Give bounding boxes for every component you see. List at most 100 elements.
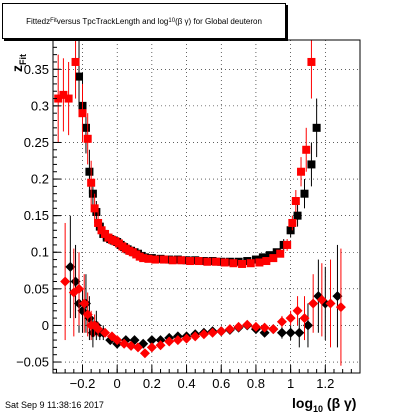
data-point-diamond bbox=[233, 321, 244, 332]
data-point-diamond bbox=[74, 283, 85, 294]
data-point-diamond bbox=[250, 321, 261, 332]
y-tick-label: 0.05 bbox=[24, 281, 49, 296]
data-point-diamond bbox=[216, 326, 227, 337]
x-tick-label: 0.8 bbox=[247, 376, 265, 391]
y-tick-label: 0 bbox=[42, 318, 49, 333]
grid-lines bbox=[53, 40, 360, 373]
data-point-square bbox=[286, 226, 295, 235]
data-point-diamond bbox=[332, 291, 343, 302]
data-point-diamond bbox=[268, 324, 279, 335]
data-point-diamond bbox=[316, 294, 327, 305]
data-point-square bbox=[276, 249, 285, 258]
data-point-diamond bbox=[65, 261, 76, 272]
data-point-diamond bbox=[100, 327, 111, 338]
data-point-diamond bbox=[292, 305, 303, 316]
data-point-square bbox=[212, 257, 221, 266]
data-point-square bbox=[64, 94, 73, 103]
x-tick-label: 0.4 bbox=[178, 376, 196, 391]
data-point-square bbox=[78, 109, 87, 118]
chart-title: Fitted z Fit versus TpcTrackLength and lo… bbox=[2, 3, 286, 39]
data-markers bbox=[54, 40, 346, 366]
data-point-diamond bbox=[172, 335, 183, 346]
x-tick-label: 0 bbox=[114, 376, 121, 391]
data-point-square bbox=[160, 255, 169, 264]
data-point-square bbox=[283, 240, 292, 249]
data-point-square bbox=[54, 94, 63, 103]
data-point-diamond bbox=[126, 340, 137, 351]
data-point-square bbox=[293, 211, 302, 220]
data-point-square bbox=[291, 197, 300, 206]
data-point-square bbox=[203, 257, 212, 266]
y-tick-label: 0.3 bbox=[31, 98, 49, 113]
data-point-diamond bbox=[79, 298, 90, 309]
data-point-square bbox=[59, 90, 68, 99]
x-axis-title: log10 (β γ) bbox=[292, 395, 356, 414]
data-point-diamond bbox=[285, 313, 296, 324]
data-point-diamond bbox=[155, 340, 166, 351]
data-point-square bbox=[269, 254, 278, 263]
data-point-diamond bbox=[242, 319, 253, 330]
data-point-square bbox=[90, 204, 99, 213]
data-point-square bbox=[87, 178, 96, 187]
data-point-diamond bbox=[285, 327, 296, 338]
x-tick-label: 0.2 bbox=[143, 376, 161, 391]
data-point-diamond bbox=[181, 333, 192, 344]
data-point-diamond bbox=[60, 276, 71, 287]
data-point-square bbox=[288, 218, 297, 227]
data-point-diamond bbox=[93, 324, 104, 335]
data-point-square bbox=[168, 256, 177, 265]
y-tick-label: 0.2 bbox=[31, 172, 49, 187]
x-tick-label: 1 bbox=[287, 376, 294, 391]
data-point-diamond bbox=[112, 335, 123, 346]
data-point-diamond bbox=[198, 329, 209, 340]
data-point-diamond bbox=[302, 320, 313, 331]
data-point-square bbox=[307, 57, 316, 66]
data-point-diamond bbox=[299, 313, 310, 324]
data-point-diamond bbox=[190, 331, 201, 342]
data-point-square bbox=[255, 258, 264, 267]
data-point-square bbox=[144, 254, 153, 263]
data-point-diamond bbox=[155, 335, 166, 346]
data-point-square bbox=[88, 189, 97, 198]
data-point-square bbox=[262, 257, 271, 266]
data-point-diamond bbox=[139, 348, 150, 359]
data-point-square bbox=[300, 189, 309, 198]
data-point-square bbox=[177, 256, 186, 265]
x-tick-label: 0.6 bbox=[212, 376, 230, 391]
data-point-square bbox=[238, 259, 247, 268]
data-point-diamond bbox=[335, 302, 346, 313]
timestamp: Sat Sep 9 11:38:16 2017 bbox=[5, 400, 104, 410]
data-point-diamond bbox=[224, 324, 235, 335]
data-point-diamond bbox=[276, 316, 287, 327]
data-point-square bbox=[307, 160, 316, 169]
x-tick-label: 1.2 bbox=[316, 376, 334, 391]
y-tick-label: 0.1 bbox=[31, 245, 49, 260]
data-point-square bbox=[139, 254, 148, 263]
data-point-diamond bbox=[146, 342, 157, 353]
data-point-square bbox=[246, 259, 255, 268]
data-point-square bbox=[85, 167, 94, 176]
data-point-diamond bbox=[308, 298, 319, 309]
data-point-diamond bbox=[207, 327, 218, 338]
y-tick-label: 0.25 bbox=[24, 135, 49, 150]
data-point-square bbox=[229, 259, 238, 268]
data-point-square bbox=[81, 123, 90, 132]
data-point-diamond bbox=[164, 336, 175, 347]
data-point-diamond bbox=[259, 327, 270, 338]
data-point-diamond bbox=[325, 298, 336, 309]
data-point-square bbox=[312, 123, 321, 132]
data-point-square bbox=[75, 72, 84, 81]
axes: −0.2 0 0.2 0.4 0.6 0.8 1 1.2 −0.05 0 0.05 0.1 0.15 0.… bbox=[16, 46, 352, 391]
plot-frame bbox=[52, 39, 361, 374]
data-point-diamond bbox=[259, 322, 270, 333]
data-point-square bbox=[71, 57, 80, 66]
y-tick-label: 0.35 bbox=[24, 62, 49, 77]
data-point-diamond bbox=[294, 327, 305, 338]
y-tick-label: 0.15 bbox=[24, 208, 49, 223]
data-point-diamond bbox=[276, 327, 287, 338]
data-point-diamond bbox=[70, 276, 81, 287]
data-point-square bbox=[186, 257, 195, 266]
data-point-square bbox=[220, 258, 229, 267]
data-point-square bbox=[151, 255, 160, 264]
